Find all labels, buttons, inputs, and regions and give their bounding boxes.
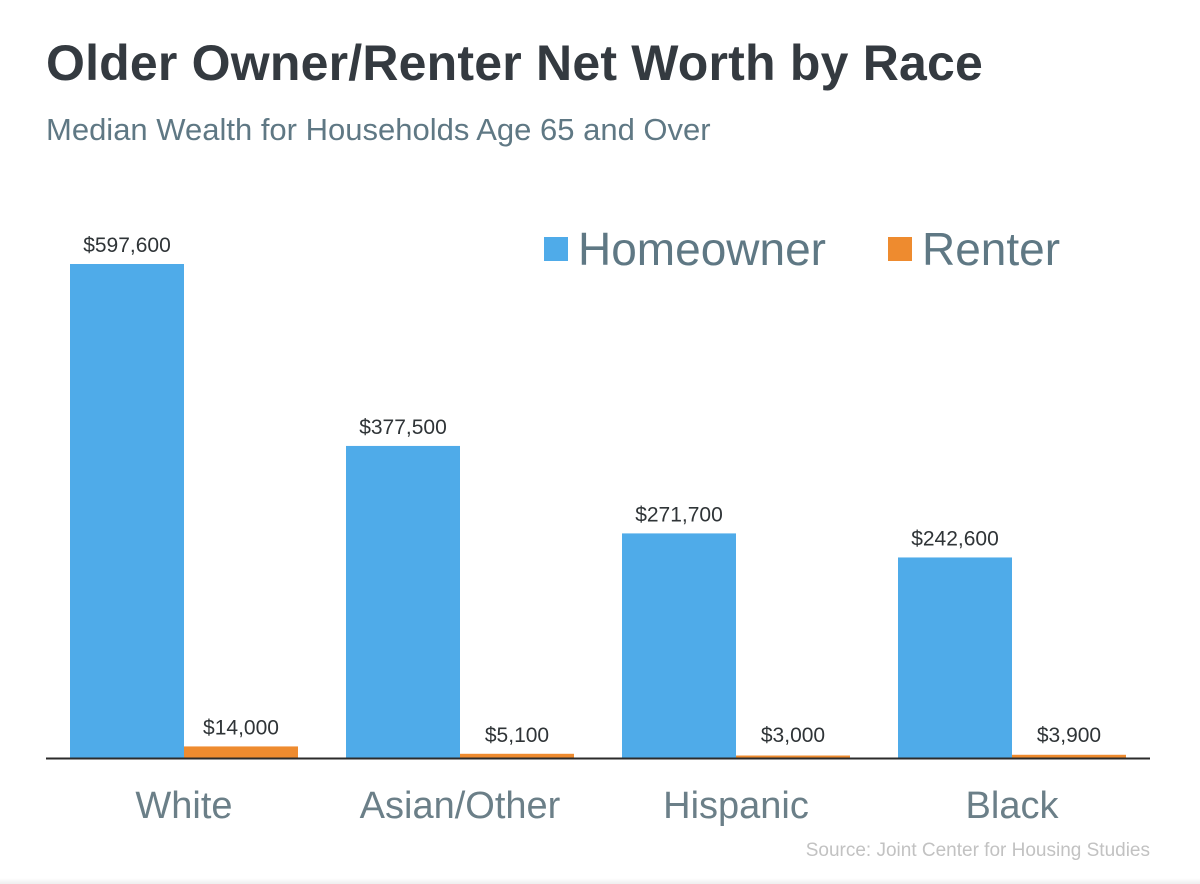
- source-note: Source: Joint Center for Housing Studies: [805, 840, 1150, 861]
- legend-item-renter: Renter: [888, 222, 1060, 276]
- chart-legend: Homeowner Renter: [544, 222, 1122, 276]
- chart-subtitle: Median Wealth for Households Age 65 and …: [46, 112, 711, 147]
- data-label-renter-3: $3,000: [761, 724, 825, 747]
- data-label-renter-2: $5,100: [485, 724, 549, 747]
- data-label-homeowner-1: $597,600: [83, 234, 171, 257]
- x-tick-label-3: Hispanic: [663, 785, 809, 827]
- x-tick-label-4: Black: [966, 785, 1060, 827]
- data-label-homeowner-4: $242,600: [911, 527, 999, 550]
- x-tick-label-1: White: [135, 785, 232, 827]
- x-tick-label-2: Asian/Other: [360, 785, 561, 827]
- page-bottom-edge: [0, 878, 1200, 884]
- bar-homeowner-3: [622, 533, 736, 758]
- data-label-homeowner-2: $377,500: [359, 416, 447, 439]
- legend-label-homeowner: Homeowner: [578, 223, 826, 275]
- bar-renter-1: [184, 746, 298, 758]
- bar-homeowner-4: [898, 557, 1012, 758]
- legend-swatch-renter: [888, 237, 912, 261]
- chart-title: Older Owner/Renter Net Worth by Race: [46, 35, 984, 91]
- bar-homeowner-1: [70, 264, 184, 758]
- data-label-homeowner-3: $271,700: [635, 503, 723, 526]
- data-label-renter-4: $3,900: [1037, 724, 1101, 747]
- bar-renter-4: [1012, 754, 1126, 758]
- bar-renter-2: [460, 753, 574, 758]
- bar-homeowner-2: [346, 445, 460, 758]
- legend-swatch-homeowner: [544, 237, 568, 261]
- legend-item-homeowner: Homeowner: [544, 222, 826, 276]
- data-label-renter-1: $14,000: [203, 716, 279, 739]
- legend-label-renter: Renter: [922, 223, 1061, 275]
- bar-renter-3: [736, 755, 850, 758]
